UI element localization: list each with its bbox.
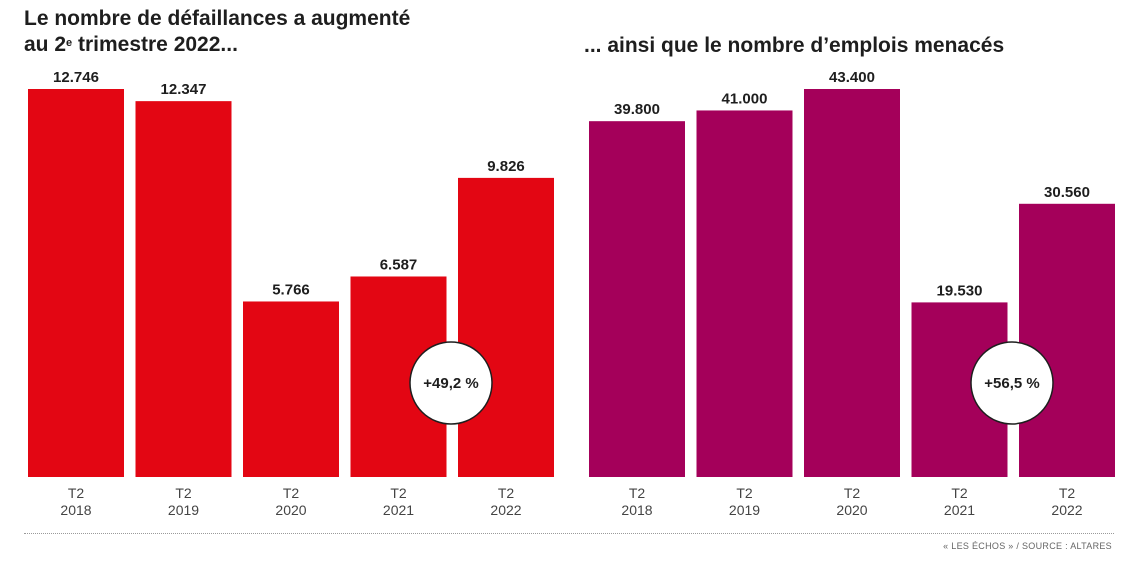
x-tick-label: 2018 <box>621 502 652 518</box>
footer-divider <box>24 533 1114 534</box>
bar <box>28 89 124 477</box>
x-tick-label: 2018 <box>60 502 91 518</box>
x-tick-label: T2 <box>175 485 192 501</box>
x-tick-label: T2 <box>951 485 968 501</box>
source-credit: « LES ÉCHOS » / SOURCE : ALTARES <box>943 541 1112 551</box>
title-line-1: Le nombre de défaillances a augmenté <box>24 7 411 30</box>
x-tick-label: T2 <box>498 485 515 501</box>
value-label: 6.587 <box>380 256 418 273</box>
x-tick-label: T2 <box>68 485 85 501</box>
growth-badge <box>409 341 493 425</box>
x-tick-label: 2019 <box>729 502 760 518</box>
value-label: 12.746 <box>53 69 99 86</box>
value-label: 41.000 <box>722 90 768 107</box>
growth-badge <box>970 341 1054 425</box>
x-tick-label: T2 <box>1059 485 1076 501</box>
x-tick-label: T2 <box>844 485 861 501</box>
x-tick-label: 2020 <box>836 502 867 518</box>
x-tick-label: 2021 <box>944 502 975 518</box>
x-tick-label: 2022 <box>1051 502 1082 518</box>
x-tick-label: 2019 <box>168 502 199 518</box>
growth-badge-label: +49,2 % <box>423 375 478 392</box>
bar <box>696 110 793 477</box>
chart-title-defaillances: Le nombre de défaillances a augmenté au … <box>24 6 410 58</box>
title-line-2-end: trimestre 2022... <box>72 33 238 56</box>
bar <box>589 121 685 478</box>
title-line-2-start: au 2 <box>24 33 67 56</box>
bar <box>135 101 232 477</box>
x-tick-label: T2 <box>629 485 646 501</box>
x-tick-label: 2022 <box>490 502 521 518</box>
x-tick-label: T2 <box>736 485 753 501</box>
x-tick-label: T2 <box>283 485 300 501</box>
bar <box>1019 203 1115 478</box>
bar <box>243 301 339 477</box>
bar <box>458 177 554 477</box>
title-superscript: e <box>66 37 73 49</box>
x-tick-label: 2020 <box>275 502 306 518</box>
value-label: 5.766 <box>272 281 310 298</box>
value-label: 12.347 <box>161 81 207 98</box>
value-label: 39.800 <box>614 101 660 118</box>
x-tick-label: T2 <box>390 485 407 501</box>
x-tick-label: 2021 <box>383 502 414 518</box>
value-label: 43.400 <box>829 69 875 86</box>
chart-emplois: 39.800T2201841.000T2201943.400T2202019.5… <box>589 69 1115 518</box>
value-label: 30.560 <box>1044 184 1090 201</box>
value-label: 19.530 <box>937 282 983 299</box>
growth-badge-label: +56,5 % <box>984 375 1039 392</box>
value-label: 9.826 <box>487 158 525 175</box>
chart-defaillances: 12.746T2201812.347T220195.766T220206.587… <box>28 69 554 518</box>
bar <box>804 89 900 477</box>
chart-title-emplois: ... ainsi que le nombre d’emplois menacé… <box>584 34 1005 57</box>
